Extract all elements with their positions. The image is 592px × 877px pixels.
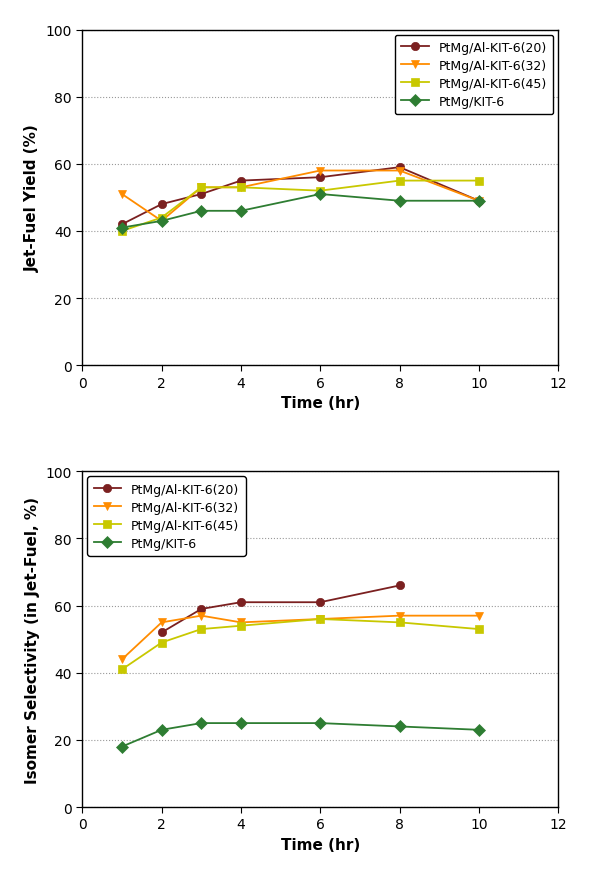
PtMg/KIT-6 <box>198 206 205 217</box>
PtMg/Al-KIT-6(32) <box>198 182 205 193</box>
PtMg/Al-KIT-6(45) <box>396 617 403 628</box>
Line: PtMg/KIT-6: PtMg/KIT-6 <box>118 719 483 751</box>
Line: PtMg/Al-KIT-6(20): PtMg/Al-KIT-6(20) <box>118 164 483 229</box>
PtMg/Al-KIT-6(32) <box>475 610 482 621</box>
Line: PtMg/Al-KIT-6(32): PtMg/Al-KIT-6(32) <box>118 168 483 225</box>
PtMg/Al-KIT-6(32) <box>475 196 482 207</box>
PtMg/Al-KIT-6(20) <box>237 176 244 187</box>
PtMg/Al-KIT-6(32) <box>317 166 324 176</box>
PtMg/KIT-6 <box>118 741 126 752</box>
PtMg/Al-KIT-6(32) <box>317 614 324 624</box>
PtMg/Al-KIT-6(32) <box>396 610 403 621</box>
PtMg/KIT-6 <box>396 196 403 207</box>
PtMg/Al-KIT-6(45) <box>396 176 403 187</box>
PtMg/Al-KIT-6(20) <box>198 189 205 200</box>
PtMg/Al-KIT-6(45) <box>158 638 165 648</box>
PtMg/KIT-6 <box>158 724 165 735</box>
PtMg/Al-KIT-6(32) <box>237 617 244 628</box>
PtMg/Al-KIT-6(32) <box>198 610 205 621</box>
PtMg/Al-KIT-6(45) <box>198 624 205 635</box>
PtMg/Al-KIT-6(32) <box>118 189 126 200</box>
PtMg/Al-KIT-6(20) <box>475 196 482 207</box>
PtMg/Al-KIT-6(20) <box>198 604 205 615</box>
PtMg/Al-KIT-6(45) <box>118 226 126 237</box>
PtMg/KIT-6 <box>317 189 324 200</box>
X-axis label: Time (hr): Time (hr) <box>281 396 360 410</box>
PtMg/Al-KIT-6(20) <box>237 597 244 608</box>
PtMg/Al-KIT-6(20) <box>118 220 126 231</box>
PtMg/KIT-6 <box>198 718 205 729</box>
PtMg/Al-KIT-6(45) <box>237 182 244 193</box>
PtMg/Al-KIT-6(45) <box>475 176 482 187</box>
PtMg/KIT-6 <box>475 724 482 735</box>
PtMg/Al-KIT-6(32) <box>118 654 126 665</box>
PtMg/Al-KIT-6(32) <box>158 617 165 628</box>
Line: PtMg/Al-KIT-6(45): PtMg/Al-KIT-6(45) <box>118 177 483 236</box>
PtMg/KIT-6 <box>158 217 165 227</box>
PtMg/KIT-6 <box>237 206 244 217</box>
PtMg/Al-KIT-6(20) <box>317 597 324 608</box>
Legend: PtMg/Al-KIT-6(20), PtMg/Al-KIT-6(32), PtMg/Al-KIT-6(45), PtMg/KIT-6: PtMg/Al-KIT-6(20), PtMg/Al-KIT-6(32), Pt… <box>395 35 553 115</box>
PtMg/Al-KIT-6(32) <box>396 166 403 176</box>
X-axis label: Time (hr): Time (hr) <box>281 837 360 852</box>
PtMg/KIT-6 <box>237 718 244 729</box>
PtMg/KIT-6 <box>475 196 482 207</box>
PtMg/Al-KIT-6(20) <box>317 173 324 183</box>
PtMg/Al-KIT-6(20) <box>396 581 403 591</box>
PtMg/Al-KIT-6(45) <box>475 624 482 635</box>
Y-axis label: Jet-Fuel Yield (%): Jet-Fuel Yield (%) <box>25 125 40 272</box>
PtMg/Al-KIT-6(32) <box>158 217 165 227</box>
PtMg/Al-KIT-6(32) <box>237 182 244 193</box>
Line: PtMg/Al-KIT-6(32): PtMg/Al-KIT-6(32) <box>118 612 483 664</box>
PtMg/Al-KIT-6(45) <box>317 614 324 624</box>
Legend: PtMg/Al-KIT-6(20), PtMg/Al-KIT-6(32), PtMg/Al-KIT-6(45), PtMg/KIT-6: PtMg/Al-KIT-6(20), PtMg/Al-KIT-6(32), Pt… <box>88 477 246 556</box>
PtMg/Al-KIT-6(45) <box>198 182 205 193</box>
PtMg/KIT-6 <box>317 718 324 729</box>
PtMg/Al-KIT-6(45) <box>158 213 165 224</box>
Line: PtMg/Al-KIT-6(45): PtMg/Al-KIT-6(45) <box>118 615 483 674</box>
Line: PtMg/Al-KIT-6(20): PtMg/Al-KIT-6(20) <box>157 581 404 637</box>
PtMg/Al-KIT-6(45) <box>118 665 126 675</box>
PtMg/KIT-6 <box>118 223 126 233</box>
PtMg/Al-KIT-6(20) <box>158 200 165 210</box>
PtMg/Al-KIT-6(20) <box>396 163 403 174</box>
PtMg/Al-KIT-6(45) <box>317 186 324 196</box>
PtMg/Al-KIT-6(20) <box>158 627 165 638</box>
Y-axis label: Isomer Selectivity (in Jet-Fuel, %): Isomer Selectivity (in Jet-Fuel, %) <box>25 496 40 783</box>
Line: PtMg/KIT-6: PtMg/KIT-6 <box>118 190 483 232</box>
PtMg/Al-KIT-6(45) <box>237 621 244 631</box>
PtMg/KIT-6 <box>396 722 403 732</box>
